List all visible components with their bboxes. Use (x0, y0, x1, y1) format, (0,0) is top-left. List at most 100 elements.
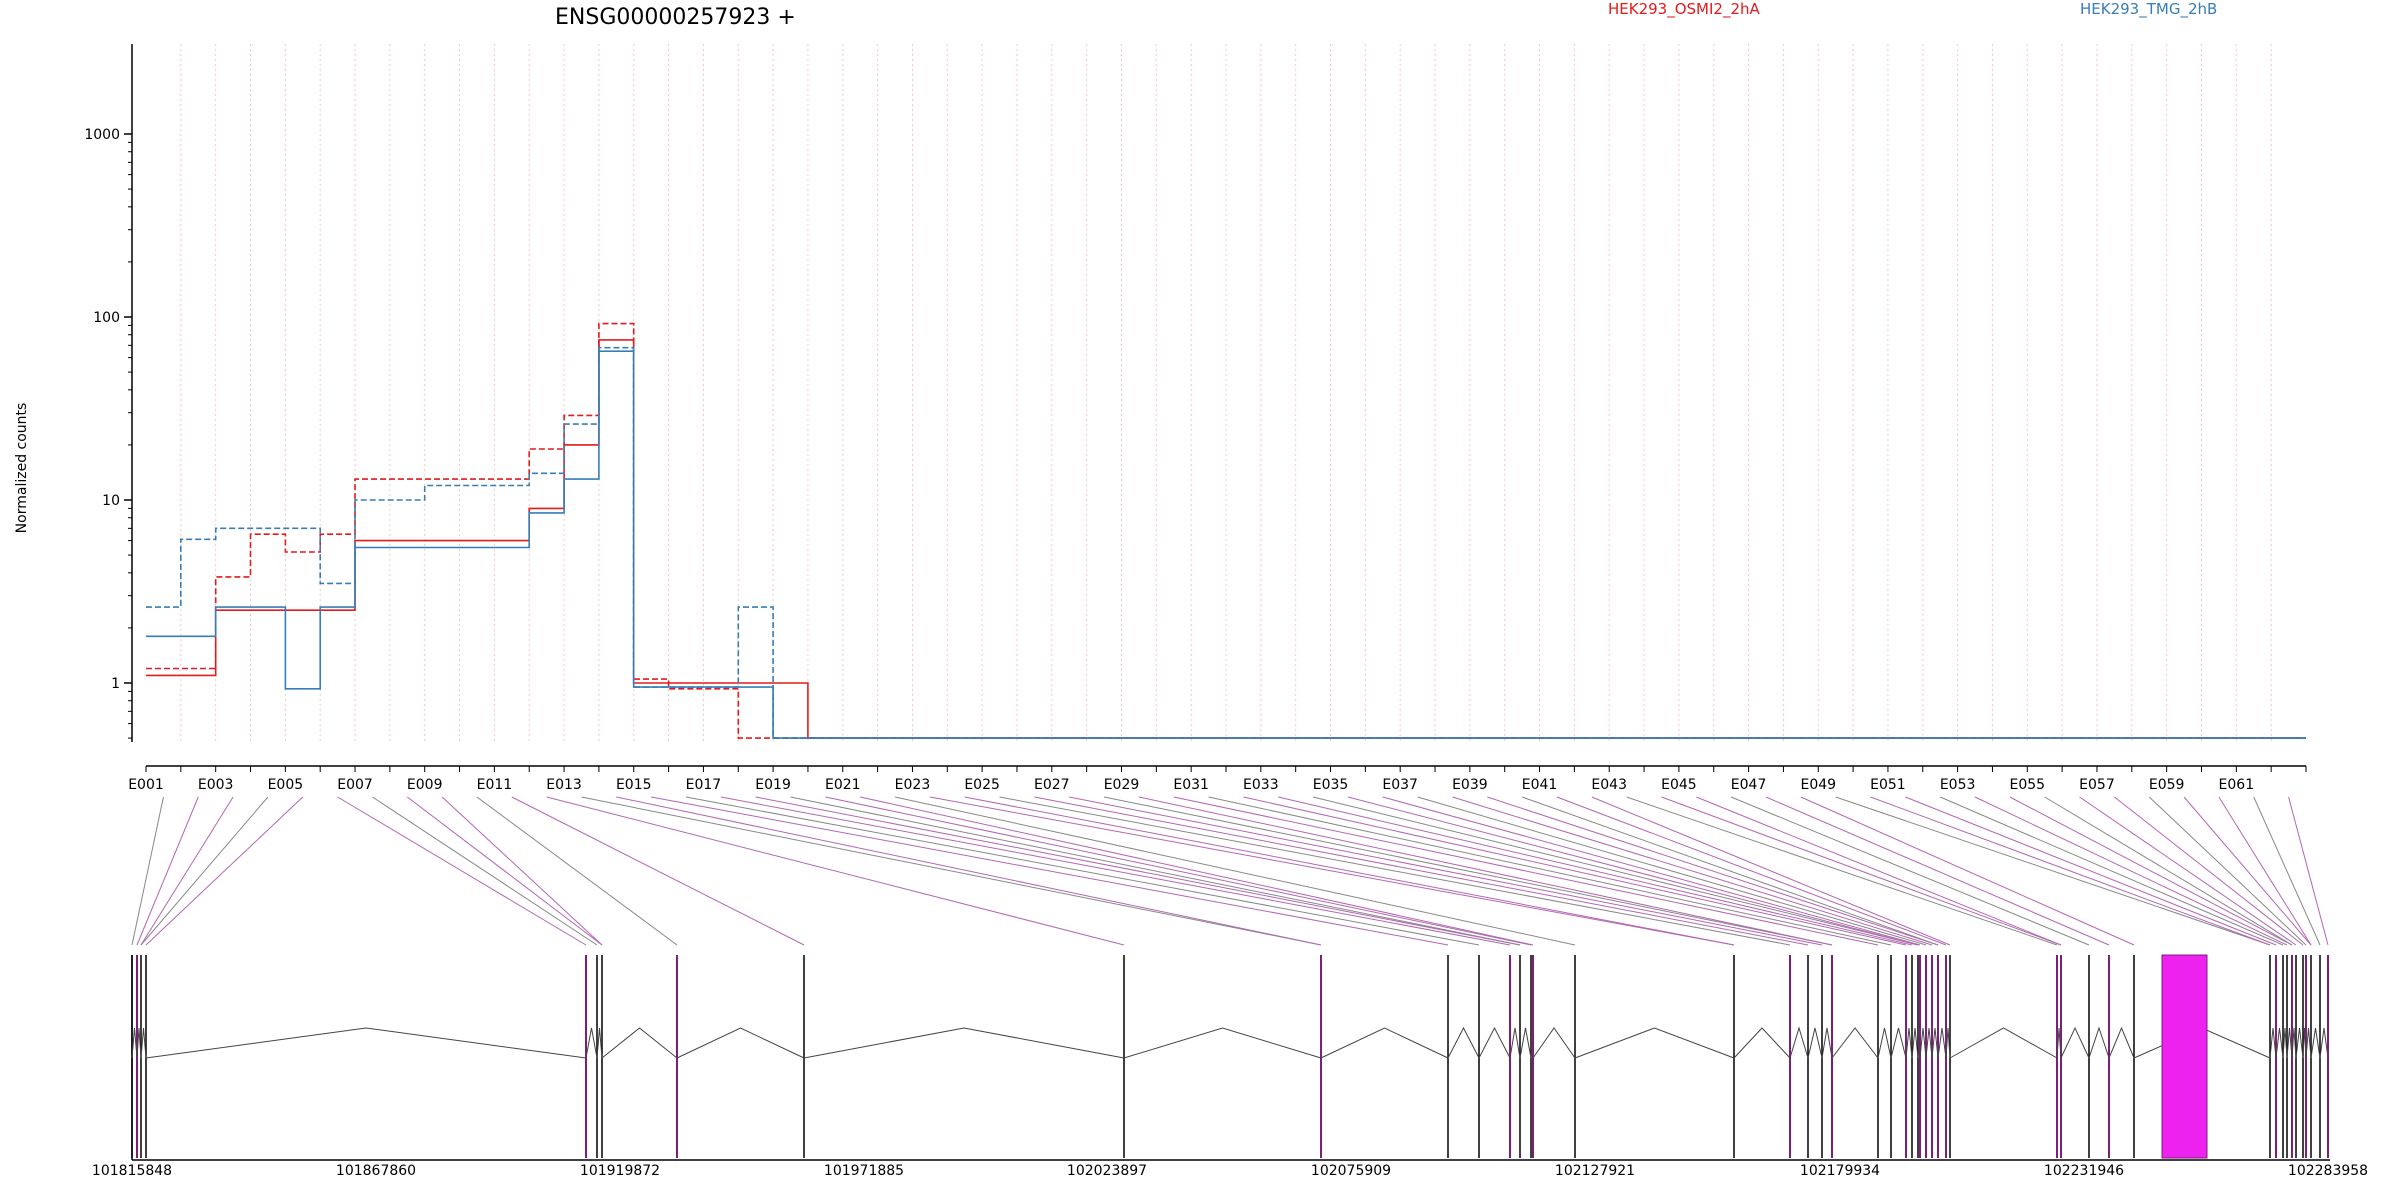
exon-label-E011: E011 (477, 777, 513, 793)
coord-label-9: 102283958 (2288, 1163, 2368, 1179)
coord-label-5: 102075909 (1311, 1163, 1391, 1179)
coord-label-2: 101919872 (580, 1163, 660, 1179)
intron-chevron (585, 1027, 598, 1059)
exon-label-E027: E027 (1034, 777, 1070, 793)
exon-label-E007: E007 (337, 777, 373, 793)
exon-connector (131, 796, 164, 946)
exon-label-E031: E031 (1173, 777, 1209, 793)
exon-label-E035: E035 (1313, 777, 1349, 793)
intron-chevron (2108, 1026, 2135, 1059)
exon-connector (1173, 796, 1879, 946)
exon-label-E003: E003 (198, 777, 234, 793)
exon-connector (546, 796, 1125, 946)
exon-connector (2288, 796, 2329, 946)
exon-connector (2218, 796, 2312, 946)
intron-chevron (131, 1027, 138, 1059)
exon-connector (1556, 796, 1947, 946)
intron-chevron (1831, 1027, 1879, 1059)
exon-label-E057: E057 (2079, 777, 2115, 793)
exon-label-E055: E055 (2010, 777, 2046, 793)
coord-label-0: 101815848 (92, 1163, 172, 1179)
exon-label-E009: E009 (407, 777, 443, 793)
exon-connector (511, 796, 805, 946)
exon-connector (651, 796, 1449, 946)
exon-connector (2253, 796, 2321, 946)
exon-connector (2114, 796, 2304, 946)
exon-connector (136, 796, 199, 946)
exon-connector (1730, 796, 2090, 946)
exon-connector (2183, 796, 2312, 946)
exon-connector (860, 796, 1534, 946)
exon-connector (441, 796, 603, 946)
coord-label-3: 101971885 (824, 1163, 904, 1179)
exon-connector (476, 796, 678, 946)
intron-chevron (2302, 1027, 2307, 1059)
intron-chevron (1519, 1027, 1532, 1059)
exon-connector (825, 796, 1532, 946)
intron-chevron (2275, 1027, 2284, 1059)
exon-label-E039: E039 (1452, 777, 1488, 793)
intron-chevron (1925, 1027, 1933, 1059)
intron-chevron (1919, 1027, 1927, 1059)
intron-chevron (676, 1027, 805, 1059)
exon-connector (1661, 796, 2062, 946)
intron-chevron (1320, 1027, 1449, 1059)
intron-chevron (2282, 1027, 2288, 1059)
y-tick-label: 10 (102, 493, 120, 509)
coord-label-8: 102231946 (2044, 1163, 2124, 1179)
exon-connector (1521, 796, 1939, 946)
exon-label-E051: E051 (1870, 777, 1906, 793)
exon-connector (1765, 796, 2110, 946)
exon-connector (372, 796, 598, 946)
intron-chevron (1890, 1027, 1907, 1059)
exon-connector (1696, 796, 2062, 946)
series-line-3 (146, 346, 2306, 739)
exon-connector (1417, 796, 1927, 946)
genomic-coordinate-labels: 101815848 101867860 101919872 101971885 … (92, 1163, 2368, 1179)
exon-label-E017: E017 (686, 777, 722, 793)
exon-label-E001: E001 (128, 777, 164, 793)
intron-chevron (1937, 1027, 1947, 1059)
y-axis-label: Normalized counts (14, 403, 30, 534)
intron-chevron (596, 1027, 603, 1059)
intron-chevron (2295, 1027, 2304, 1059)
intron-chevron (1931, 1027, 1939, 1059)
exon-connector (1591, 796, 1951, 946)
exon-connector (790, 796, 1521, 946)
exon-connector (140, 796, 234, 946)
intron-chevron (1733, 1027, 1791, 1059)
exon-connector (1034, 796, 1809, 946)
exon-connector (616, 796, 1322, 946)
exon-connector (1939, 796, 2284, 946)
intron-chevron (2056, 1027, 2062, 1059)
intron-chevron (1945, 1027, 1951, 1059)
intron-chevron (1905, 1027, 1913, 1059)
intron-chevron (601, 1027, 678, 1059)
exon-connector (1208, 796, 1892, 946)
exon-connector (1138, 796, 1833, 946)
intron-chevron (2305, 1027, 2312, 1059)
exon-connector (685, 796, 1480, 946)
series-lines (146, 322, 2306, 739)
intron-chevron (1509, 1027, 1521, 1059)
exon-connector (999, 796, 1791, 946)
exon-connector (1905, 796, 2277, 946)
exon-label-E041: E041 (1522, 777, 1558, 793)
exon-label-E025: E025 (964, 777, 1000, 793)
intron-chevron (136, 1027, 142, 1059)
exon-connector (581, 796, 1322, 946)
intron-chevron (1123, 1027, 1322, 1059)
exon-label-E061: E061 (2219, 777, 2255, 793)
exon-label-E019: E019 (755, 777, 791, 793)
intron-chevron (1807, 1027, 1823, 1059)
exon-connector (1243, 796, 1907, 946)
exon-label-E053: E053 (1940, 777, 1976, 793)
exon-label-E045: E045 (1661, 777, 1697, 793)
exon-label-E059: E059 (2149, 777, 2185, 793)
exon-label-E037: E037 (1382, 777, 1418, 793)
intron-chevron (1532, 1027, 1576, 1059)
exon-label-E015: E015 (616, 777, 652, 793)
intron-chevron (2088, 1026, 2110, 1059)
exon-connector (1278, 796, 1913, 946)
